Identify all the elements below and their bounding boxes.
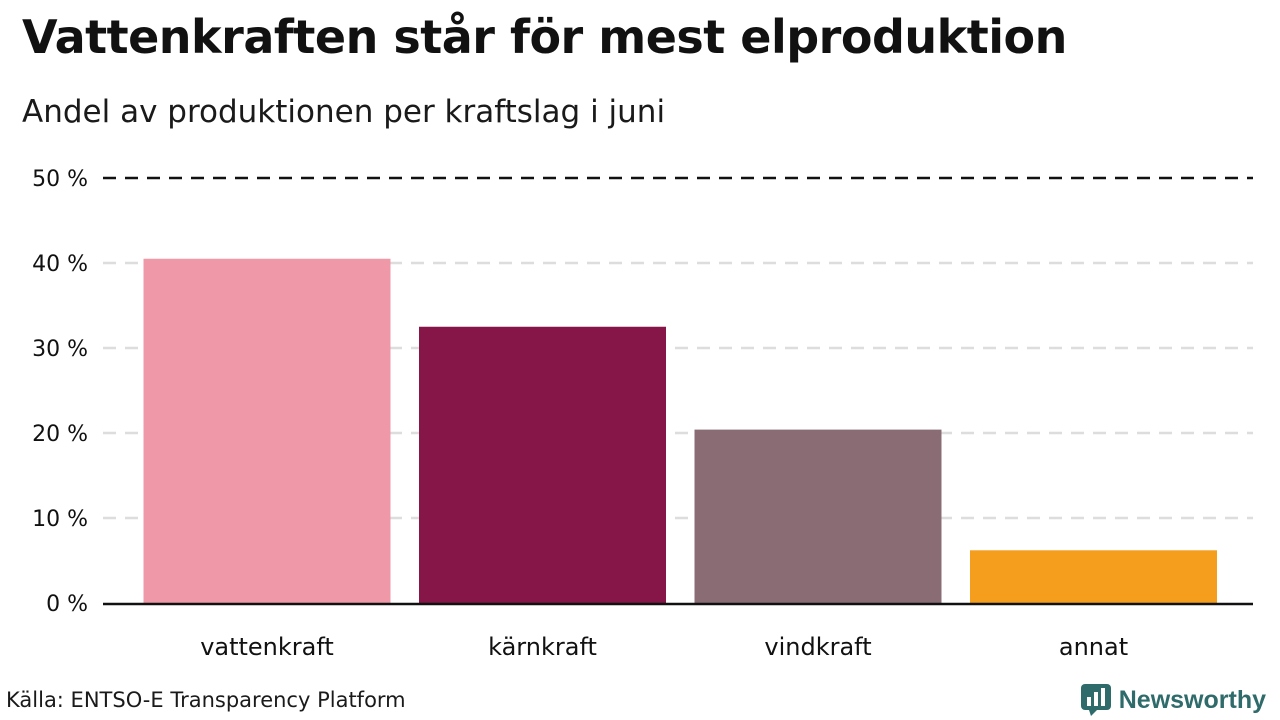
bars xyxy=(143,258,1217,603)
y-tick-label: 10 % xyxy=(32,507,88,532)
x-axis-tick-labels: vattenkraft kärnkraft vindkraft annat xyxy=(200,633,1128,661)
y-tick-label: 20 % xyxy=(32,422,88,447)
x-tick-label: vindkraft xyxy=(764,633,871,661)
y-tick-label: 50 % xyxy=(32,167,88,192)
y-tick-label: 30 % xyxy=(32,337,88,362)
chart-title: Vattenkraften står för mest elproduktion xyxy=(22,10,1067,64)
grid-lines xyxy=(103,176,1253,520)
bar-vindkraft xyxy=(694,429,942,603)
x-tick-label: vattenkraft xyxy=(200,633,334,661)
y-tick-label: 0 % xyxy=(46,592,88,617)
y-tick-label: 40 % xyxy=(32,252,88,277)
chart-logo-icon xyxy=(1080,684,1111,716)
brand-name: Newsworthy xyxy=(1118,685,1266,714)
bar-annat xyxy=(970,550,1217,603)
bar-vattenkraft xyxy=(143,258,391,603)
x-tick-label: annat xyxy=(1059,633,1128,661)
y-axis-tick-labels: 0 % 10 % 20 % 30 % 40 % 50 % xyxy=(32,167,88,617)
bar-kärnkraft xyxy=(419,326,666,603)
brand-logo[interactable]: Newsworthy xyxy=(1080,684,1266,716)
source-note: Källa: ENTSO-E Transparency Platform xyxy=(6,688,406,712)
chart-subtitle: Andel av produktionen per kraftslag i ju… xyxy=(22,94,666,130)
x-tick-label: kärnkraft xyxy=(488,633,597,661)
